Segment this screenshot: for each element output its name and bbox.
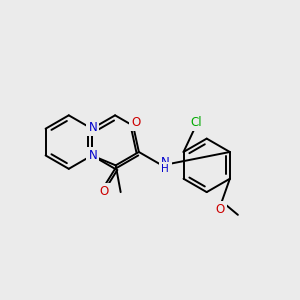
Text: N: N [160, 156, 169, 169]
Text: O: O [100, 185, 109, 198]
Text: N: N [88, 121, 97, 134]
Text: O: O [131, 116, 140, 129]
Text: N: N [88, 149, 97, 162]
Text: O: O [215, 203, 224, 216]
Text: Cl: Cl [190, 116, 202, 129]
Text: H: H [161, 164, 169, 174]
